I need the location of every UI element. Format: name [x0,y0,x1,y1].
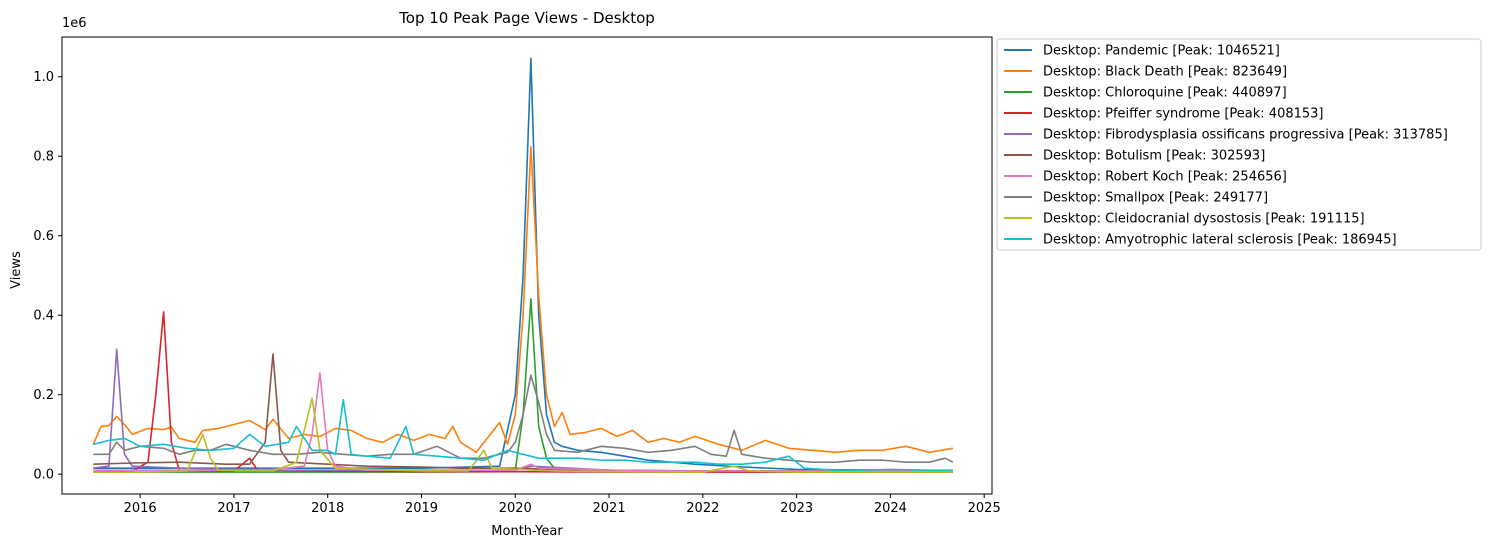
y-tick-label: 0.2 [33,388,54,403]
x-tick-label: 2025 [968,501,1001,516]
series-line [93,372,953,473]
legend-label: Desktop: Amyotrophic lateral sclerosis [… [1043,233,1397,248]
y-tick-label: 0.6 [33,229,54,244]
x-ticks: 2016 2017 2018 2019 2020 2021 2022 2023 2024 2025 [124,494,1001,516]
series-line [93,398,953,472]
legend-label: Desktop: Botulism [Peak: 302593] [1043,149,1265,164]
x-tick-label: 2018 [311,501,344,516]
series-line [93,397,953,473]
legend-label: Desktop: Cleidocranial dysostosis [Peak:… [1043,212,1365,227]
plot-lines [92,57,954,473]
legend-frame [996,38,1482,251]
y-ticks: 0.0 0.2 0.4 0.6 0.8 1.0 [33,70,62,483]
legend-label: Desktop: Black Death [Peak: 823649] [1043,65,1287,80]
y-axis-multiplier: 1e6 [62,16,87,31]
x-tick-label: 2020 [499,501,532,516]
y-axis-label: Views [9,251,24,289]
series-line [93,311,953,473]
series-line [92,146,954,454]
y-tick-label: 0.0 [33,468,54,483]
x-tick-label: 2024 [874,501,907,516]
legend-label: Desktop: Chloroquine [Peak: 440897] [1043,86,1287,101]
x-tick-label: 2017 [217,501,250,516]
x-tick-label: 2019 [405,501,438,516]
x-axis-label: Month-Year [491,524,563,539]
y-tick-label: 0.4 [33,309,54,324]
legend-label: Desktop: Robert Koch [Peak: 254656] [1043,170,1287,185]
legend: Desktop: Pandemic [Peak: 1046521] Desktop… [996,38,1482,251]
legend-label: Desktop: Smallpox [Peak: 249177] [1043,191,1268,206]
x-tick-label: 2023 [780,501,813,516]
legend-label: Desktop: Fibrodysplasia ossificans progr… [1043,128,1448,143]
x-tick-label: 2022 [686,501,719,516]
x-tick-label: 2016 [124,501,157,516]
legend-label: Desktop: Pandemic [Peak: 1046521] [1043,44,1280,59]
y-tick-label: 0.8 [33,150,54,165]
x-tick-label: 2021 [593,501,626,516]
plot-frame [61,36,993,495]
legend-label: Desktop: Pfeiffer syndrome [Peak: 408153… [1043,107,1324,122]
chart-title: Top 10 Peak Page Views - Desktop [398,9,655,27]
y-tick-label: 1.0 [33,70,54,85]
